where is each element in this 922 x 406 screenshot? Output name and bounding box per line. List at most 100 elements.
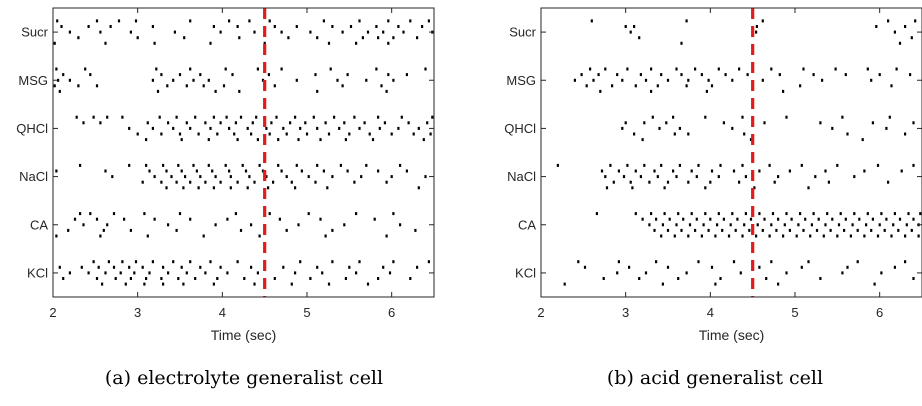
spike-mark	[831, 217, 834, 221]
spike-mark	[429, 132, 432, 136]
spike-mark	[256, 271, 259, 275]
spike-mark	[67, 228, 70, 232]
spike-mark	[324, 121, 327, 125]
spike-mark	[143, 212, 146, 216]
spike-mark	[182, 282, 185, 286]
spike-mark	[162, 282, 165, 286]
spike-mark	[361, 36, 364, 40]
y-tick-label: NaCl	[507, 169, 536, 184]
spike-mark	[189, 19, 192, 23]
spike-mark	[290, 282, 293, 286]
spike-mark	[910, 228, 913, 232]
spike-mark	[102, 228, 105, 232]
spike-mark	[427, 260, 430, 264]
spike-mark	[277, 138, 280, 142]
spike-mark	[173, 30, 176, 34]
spike-mark	[409, 277, 412, 280]
spike-mark	[212, 25, 215, 28]
spike-mark	[324, 234, 327, 238]
spike-mark	[75, 115, 78, 119]
spike-mark	[656, 84, 659, 88]
panel-a: Sucr MSG QHCl NaCl CA KCl 2 3 4 5 6 Time (sec) (a) e…	[16, 7, 435, 389]
spike-mark	[836, 234, 839, 238]
spike-mark	[322, 169, 325, 173]
spike-mark	[634, 84, 637, 88]
spike-mark	[709, 180, 712, 184]
spike-mark	[665, 121, 668, 125]
spike-mark	[134, 19, 138, 23]
spike-mark	[741, 115, 744, 119]
spike-mark	[605, 186, 609, 190]
spike-mark	[407, 121, 410, 125]
spike-mark	[678, 163, 681, 167]
spike-mark	[309, 277, 312, 280]
spike-mark	[148, 271, 151, 275]
y-tick-label: Sucr	[509, 25, 536, 40]
spike-mark	[405, 73, 408, 77]
spike-mark	[919, 212, 922, 216]
spike-mark	[341, 84, 344, 88]
x-tick-label: 5	[791, 305, 798, 320]
panel-b: Sucr MSG QHCl NaCl CA KCl 2 3 4 5 6 Time (sec) (b) a…	[504, 7, 922, 389]
spike-mark	[758, 169, 761, 173]
spike-mark	[844, 73, 847, 77]
spike-mark	[233, 132, 236, 136]
spike-mark	[199, 265, 202, 269]
spike-mark	[577, 260, 580, 264]
spike-mark	[573, 78, 576, 82]
spike-mark	[297, 138, 300, 142]
spike-mark	[375, 67, 378, 71]
spike-mark	[141, 265, 144, 269]
spike-mark	[68, 271, 71, 275]
spike-mark	[644, 78, 648, 82]
spike-mark	[228, 19, 231, 23]
spike-mark	[858, 217, 861, 221]
spike-mark	[146, 121, 149, 125]
spike-mark	[297, 223, 300, 227]
spike-mark	[219, 265, 222, 269]
spike-mark	[180, 265, 183, 269]
spike-mark	[197, 132, 200, 136]
spike-mark	[912, 121, 915, 125]
spike-mark	[831, 126, 834, 130]
spike-mark	[87, 25, 90, 28]
spike-mark	[226, 217, 229, 221]
spike-mark	[697, 260, 700, 264]
spike-mark	[658, 126, 661, 130]
spike-mark	[299, 126, 302, 130]
x-tick-label: 2	[49, 305, 56, 320]
spike-mark	[253, 282, 256, 286]
spike-mark	[687, 180, 690, 184]
spike-mark	[722, 121, 725, 125]
x-tick-label: 4	[219, 305, 226, 320]
spike-mark	[688, 223, 692, 227]
spike-mark	[55, 234, 58, 238]
spike-mark	[358, 126, 361, 130]
spike-mark	[331, 25, 334, 28]
spike-mark	[248, 19, 251, 23]
spike-mark	[183, 36, 186, 40]
spike-mark	[687, 78, 690, 82]
spike-mark	[768, 234, 771, 238]
spike-mark	[272, 180, 275, 184]
spike-mark	[763, 121, 766, 125]
spike-mark	[770, 67, 773, 71]
spike-mark	[628, 265, 631, 269]
spike-mark	[655, 260, 658, 264]
spike-mark	[672, 115, 675, 119]
spike-mark	[270, 121, 273, 125]
spike-mark	[771, 212, 775, 216]
spike-mark	[307, 212, 310, 216]
spike-mark	[851, 223, 854, 227]
spike-mark	[194, 115, 197, 119]
spike-mark	[250, 223, 253, 227]
spike-mark	[663, 186, 666, 190]
spike-mark	[289, 121, 292, 125]
spike-mark	[827, 180, 830, 184]
spike-mark	[219, 180, 222, 184]
spike-mark	[653, 169, 656, 173]
spike-mark	[819, 277, 822, 280]
spike-mark	[278, 217, 281, 221]
spike-mark	[267, 73, 270, 77]
spike-mark	[421, 25, 424, 28]
